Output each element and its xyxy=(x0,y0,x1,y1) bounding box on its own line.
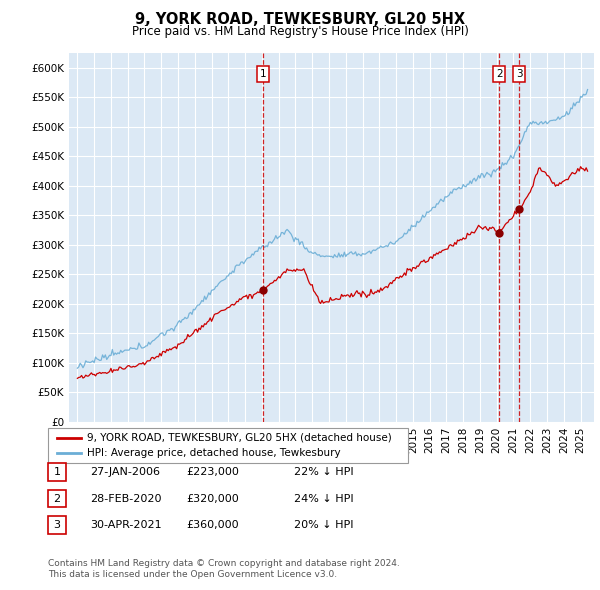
Text: HPI: Average price, detached house, Tewkesbury: HPI: Average price, detached house, Tewk… xyxy=(87,448,341,458)
Text: 3: 3 xyxy=(53,520,61,530)
Text: 9, YORK ROAD, TEWKESBURY, GL20 5HX (detached house): 9, YORK ROAD, TEWKESBURY, GL20 5HX (deta… xyxy=(87,432,392,442)
Text: This data is licensed under the Open Government Licence v3.0.: This data is licensed under the Open Gov… xyxy=(48,571,337,579)
Text: Price paid vs. HM Land Registry's House Price Index (HPI): Price paid vs. HM Land Registry's House … xyxy=(131,25,469,38)
Text: 24% ↓ HPI: 24% ↓ HPI xyxy=(294,494,353,503)
Text: 2: 2 xyxy=(53,494,61,503)
Text: Contains HM Land Registry data © Crown copyright and database right 2024.: Contains HM Land Registry data © Crown c… xyxy=(48,559,400,568)
Text: 22% ↓ HPI: 22% ↓ HPI xyxy=(294,467,353,477)
Text: 1: 1 xyxy=(53,467,61,477)
Text: 9, YORK ROAD, TEWKESBURY, GL20 5HX: 9, YORK ROAD, TEWKESBURY, GL20 5HX xyxy=(135,12,465,27)
Text: £320,000: £320,000 xyxy=(186,494,239,503)
Text: £223,000: £223,000 xyxy=(186,467,239,477)
Text: 3: 3 xyxy=(516,69,523,79)
Text: 27-JAN-2006: 27-JAN-2006 xyxy=(90,467,160,477)
Text: 30-APR-2021: 30-APR-2021 xyxy=(90,520,161,530)
Text: 20% ↓ HPI: 20% ↓ HPI xyxy=(294,520,353,530)
Text: 28-FEB-2020: 28-FEB-2020 xyxy=(90,494,161,503)
Text: 1: 1 xyxy=(260,69,266,79)
Text: 2: 2 xyxy=(496,69,503,79)
Text: £360,000: £360,000 xyxy=(186,520,239,530)
